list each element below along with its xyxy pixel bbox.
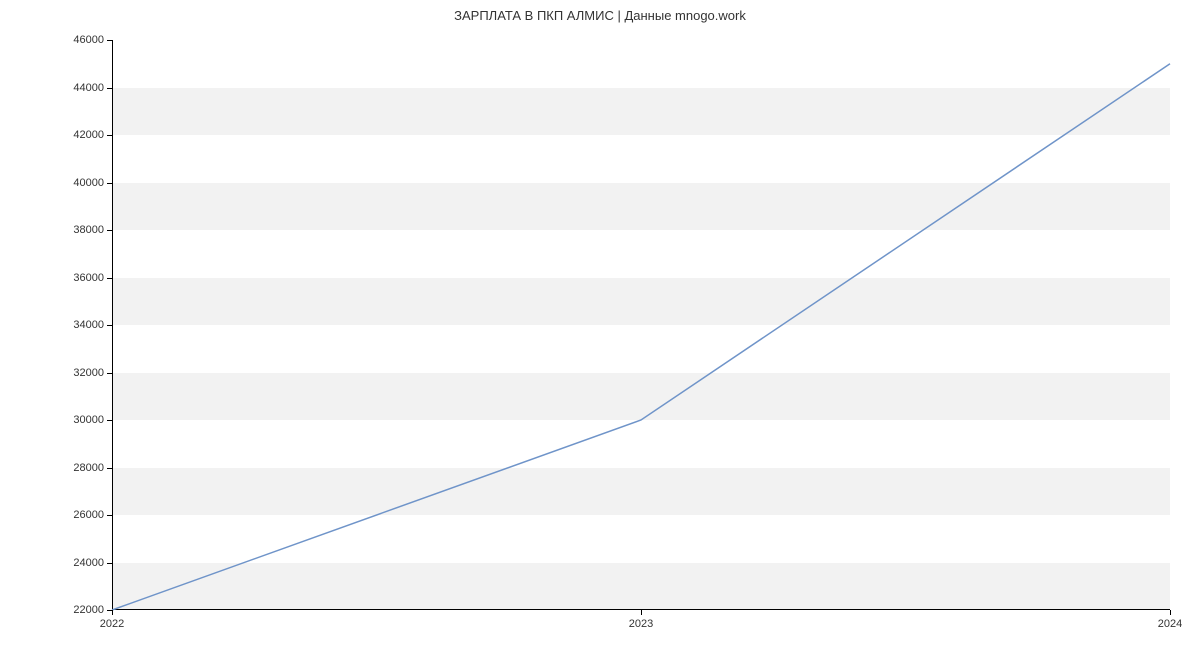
y-tick-mark: [107, 373, 112, 374]
line-series: [112, 40, 1170, 610]
series-line: [112, 64, 1170, 610]
y-tick-mark: [107, 420, 112, 421]
y-tick-mark: [107, 325, 112, 326]
y-tick-mark: [107, 563, 112, 564]
plot-area: 2200024000260002800030000320003400036000…: [112, 40, 1170, 610]
y-tick-mark: [107, 230, 112, 231]
y-tick-mark: [107, 135, 112, 136]
x-tick-mark: [1170, 610, 1171, 615]
y-tick-mark: [107, 515, 112, 516]
x-tick-mark: [112, 610, 113, 615]
y-tick-mark: [107, 88, 112, 89]
x-tick-mark: [641, 610, 642, 615]
y-tick-mark: [107, 278, 112, 279]
chart-title: ЗАРПЛАТА В ПКП АЛМИС | Данные mnogo.work: [0, 8, 1200, 23]
y-tick-mark: [107, 40, 112, 41]
salary-chart: ЗАРПЛАТА В ПКП АЛМИС | Данные mnogo.work…: [0, 0, 1200, 650]
y-tick-mark: [107, 468, 112, 469]
y-tick-mark: [107, 183, 112, 184]
